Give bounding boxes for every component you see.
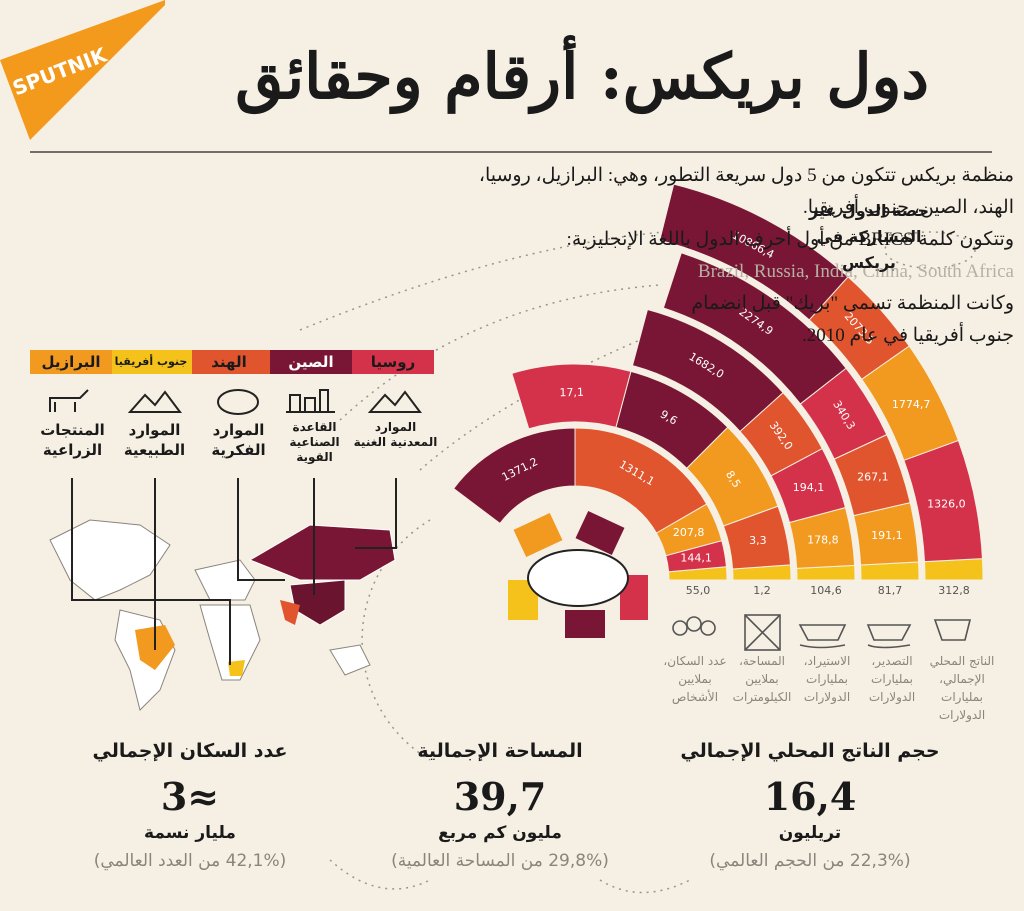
legend-item: الصين <box>270 350 352 374</box>
intro-line: منظمة بريكس تتكون من 5 دول سريعة التطور،… <box>478 165 1014 218</box>
total-share: (42,1% من العدد العالمي) <box>93 851 287 871</box>
arc-segment <box>511 363 632 430</box>
resource-label: الموارد الفكرية <box>211 421 266 459</box>
segment-label: 194,1 <box>793 481 825 494</box>
arc-segment <box>923 558 984 581</box>
segment-label: 191,1 <box>871 529 903 542</box>
total-share: (29,8% من المساحة العالمية) <box>391 851 609 871</box>
indicator-label: المساحة، بملايين الكيلومترات <box>732 654 792 704</box>
indicator-label: التصدير، بمليارات الدولارات <box>868 654 916 704</box>
intro-line: جنوب أفريقيا في عام 2010. <box>801 325 1014 346</box>
india <box>280 600 300 625</box>
segment-label: 267,1 <box>857 470 889 483</box>
legend-item: البرازيل <box>30 350 112 374</box>
legend-item: روسيا <box>352 350 434 374</box>
resource-label: الموارد المعدنية الغنية <box>353 420 438 449</box>
indicator-label: عدد السكان، بملايين الأشخاص <box>663 654 727 704</box>
total-value: ≈3 <box>160 774 220 819</box>
intro-line: وتتكون كلمة BRICS من أول أحرف الدول بالل… <box>566 229 1014 250</box>
total-block: حجم الناتج المحلي الإجمالي 16,4 تريليون (22… <box>660 740 960 871</box>
non-member-label: حصة الدول غير المشاركة في بريكس <box>808 201 930 272</box>
indicator-label: الاستيراد، بمليارات الدولارات <box>803 654 851 704</box>
resource-label: المنتجات الزراعية <box>40 421 105 459</box>
legend-item: الهند <box>188 350 270 374</box>
handshake <box>508 510 648 638</box>
segment-label: 17,1 <box>559 386 584 399</box>
arc-segment <box>659 183 849 321</box>
segment-label: 312,8 <box>938 584 970 597</box>
intro-line: وكانت المنظمة تسمى "بريك" قبل انضمام <box>691 293 1014 314</box>
connectors <box>71 478 397 665</box>
segment-label: 3,3 <box>749 534 767 547</box>
total-unit: مليون كم مربع <box>438 823 562 843</box>
brand-cut <box>0 0 150 55</box>
total-unit: تريليون <box>778 823 842 843</box>
total-title: حجم الناتج المحلي الإجمالي <box>680 740 940 762</box>
segment-label: 55,0 <box>686 584 711 597</box>
total-block: المساحة الإجمالية 39,7 مليون كم مربع (29,8%… <box>350 740 650 871</box>
segment-label: 104,6 <box>810 584 842 597</box>
total-title: عدد السكان الإجمالي <box>92 740 288 762</box>
total-block: عدد السكان الإجمالي ≈3 مليار نسمة (42,1% من… <box>40 740 340 871</box>
russia <box>248 524 396 581</box>
intro-line: Brazil, Russia, India, China, South Afri… <box>697 261 1014 282</box>
legend-item: جنوب أفريقيا <box>110 350 192 374</box>
segment-label: 207,8 <box>673 526 705 539</box>
china <box>289 579 346 626</box>
indicator-icons <box>672 614 972 651</box>
total-value: 39,7 <box>453 774 547 819</box>
segment-label: 144,1 <box>680 552 712 565</box>
resource-label: الموارد الطبيعية <box>123 421 186 459</box>
segment-label: 1326,0 <box>927 497 966 510</box>
resource-label: القاعدة الصناعية القوية <box>289 420 340 464</box>
segment-label: 81,7 <box>878 584 903 597</box>
resource-icons <box>49 389 422 415</box>
arc-segment <box>662 252 847 405</box>
total-share: (22,3% من الحجم العالمي) <box>709 851 911 871</box>
decor-arcs <box>299 229 976 894</box>
indicator-label: الناتج المحلي الإجمالي، بمليارات الدولار… <box>929 654 995 722</box>
arc-segment <box>452 427 576 525</box>
segment-label: 1774,7 <box>892 398 931 411</box>
intro: منظمة بريكس تتكون من 5 دول سريعة التطور،… <box>454 160 1014 352</box>
arc-segment <box>631 308 784 433</box>
total-unit: مليار نسمة <box>144 823 236 843</box>
total-title: المساحة الإجمالية <box>417 740 583 762</box>
south-africa <box>228 660 245 676</box>
brand-banner <box>0 0 165 140</box>
segment-label: 1,2 <box>753 584 771 597</box>
total-value: 16,4 <box>763 774 857 819</box>
segment-label: 178,8 <box>807 534 839 547</box>
title: دول بريكس: أرقام وحقائق <box>235 40 929 113</box>
